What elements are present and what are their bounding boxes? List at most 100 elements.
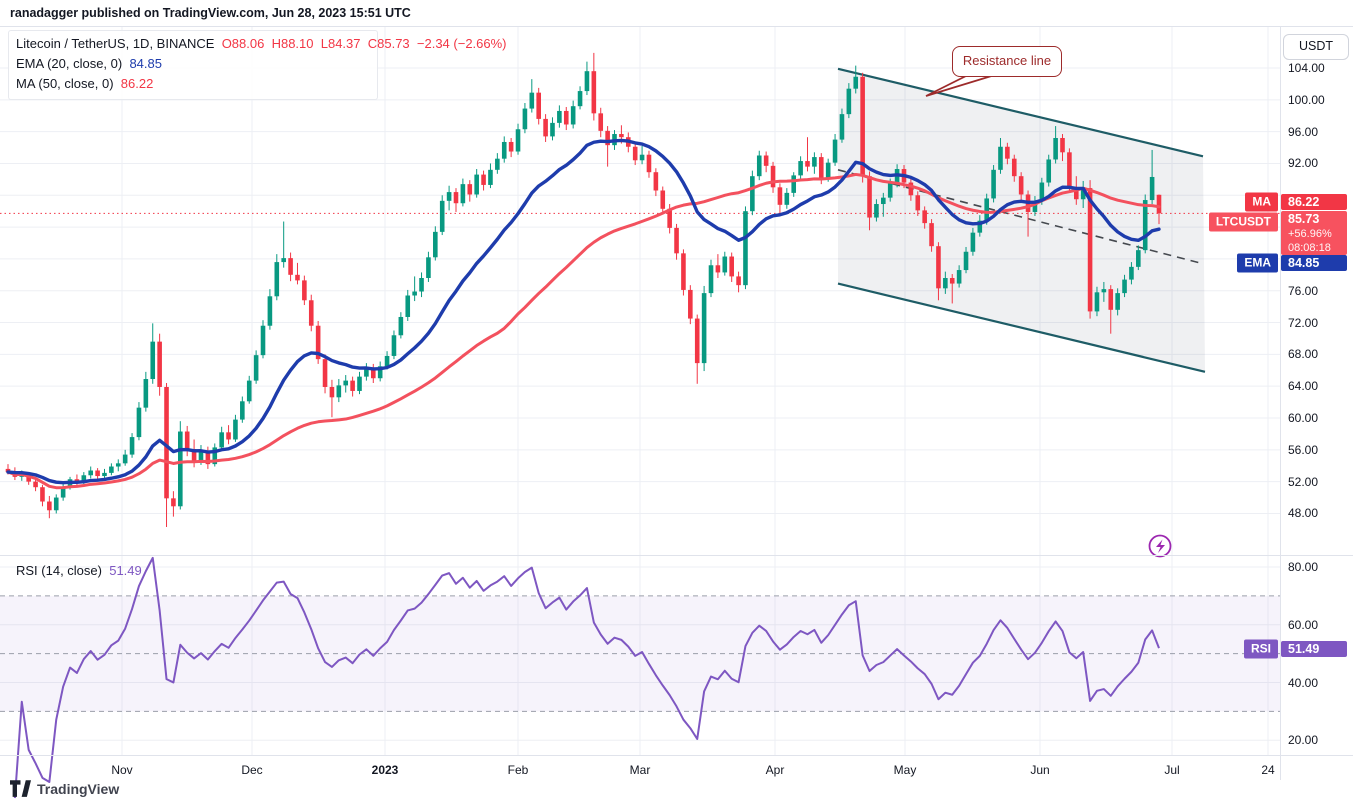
ema-axis-chip: EMA xyxy=(1237,253,1278,273)
candle-up xyxy=(943,277,948,289)
candle-up xyxy=(1094,292,1100,312)
candle-up xyxy=(357,376,362,391)
candle-up xyxy=(970,232,976,252)
candle-up xyxy=(1115,293,1120,310)
candle-down xyxy=(226,432,231,440)
candle-down xyxy=(47,501,52,511)
candle-down xyxy=(777,187,783,205)
candle-down xyxy=(157,341,162,387)
candle-up xyxy=(1129,266,1134,280)
candle-down xyxy=(818,157,824,179)
candle-up xyxy=(246,380,252,402)
candle-down xyxy=(1087,188,1093,312)
candle-up xyxy=(446,192,452,201)
candle-up xyxy=(1136,250,1141,267)
candle-up xyxy=(791,175,797,193)
candle-down xyxy=(660,190,666,209)
tradingview-logo[interactable]: TradingView xyxy=(10,780,119,797)
symbol-legend: Litecoin / TetherUS, 1D, BINANCE O88.06 … xyxy=(16,36,507,51)
candle-up xyxy=(798,161,803,176)
candle-up xyxy=(88,470,94,476)
top-border xyxy=(0,26,1353,27)
candle-down xyxy=(315,325,321,360)
rsi-legend-name: RSI (14, close) xyxy=(16,563,102,578)
candle-down xyxy=(667,208,672,228)
rsi-legend-value: 51.49 xyxy=(109,563,142,578)
candle-up xyxy=(1101,289,1107,293)
candle-up xyxy=(550,122,555,137)
candle-up xyxy=(384,355,390,367)
candle-down xyxy=(605,130,610,146)
time-axis-label: Mar xyxy=(629,763,651,777)
flash-marker[interactable] xyxy=(1148,534,1172,558)
candle-up xyxy=(122,454,128,464)
candle-up xyxy=(812,157,817,167)
rsi-axis-label: 20.00 xyxy=(1288,733,1319,748)
candle-down xyxy=(205,450,211,465)
candle-up xyxy=(53,497,59,511)
candle-up xyxy=(198,450,204,462)
candle-up xyxy=(998,146,1003,170)
price-axis-separator[interactable] xyxy=(1280,26,1281,780)
price-axis-label: 96.00 xyxy=(1288,124,1319,139)
candle-down xyxy=(922,210,927,224)
candle-up xyxy=(81,475,87,483)
symbol-title: Litecoin / TetherUS, 1D, BINANCE xyxy=(16,36,215,51)
tradingview-logo-icon xyxy=(10,780,31,797)
ma-legend-name: MA (50, close, 0) xyxy=(16,76,114,91)
candle-down xyxy=(33,481,38,488)
candle-up xyxy=(832,139,838,163)
candle-up xyxy=(439,200,445,232)
candle-up xyxy=(701,293,707,364)
candle-down xyxy=(302,280,307,301)
ema-price-badge: 84.85 xyxy=(1281,255,1347,271)
candle-up xyxy=(109,466,114,473)
candle-up xyxy=(501,141,507,159)
resistance-callout[interactable]: Resistance line xyxy=(952,46,1062,77)
candle-up xyxy=(750,176,755,212)
candle-down xyxy=(653,172,659,191)
candle-down xyxy=(674,227,679,254)
candle-down xyxy=(1108,289,1114,310)
ema20-line xyxy=(6,138,1161,485)
candle-up xyxy=(529,92,535,109)
candle-up xyxy=(1046,159,1052,183)
candle-up xyxy=(488,169,493,185)
candle-up xyxy=(219,432,224,448)
candle-up xyxy=(433,231,438,258)
currency-toggle-button[interactable]: USDT xyxy=(1283,34,1349,60)
candle-down xyxy=(350,380,355,391)
candle-down xyxy=(171,498,176,507)
candle-up xyxy=(722,256,728,273)
candle-up xyxy=(364,367,369,377)
candle-down xyxy=(508,141,514,152)
ohlc-open: O88.06 xyxy=(221,36,265,51)
channel-dashed-trendline[interactable] xyxy=(837,169,1204,265)
time-axis-label: Nov xyxy=(111,763,133,777)
time-axis-separator[interactable] xyxy=(0,755,1353,756)
candle-down xyxy=(805,161,810,167)
price-axis-label: 64.00 xyxy=(1288,379,1319,394)
candle-down xyxy=(729,256,734,277)
candle-up xyxy=(839,114,845,140)
candle-up xyxy=(977,220,983,233)
candle-down xyxy=(322,359,328,387)
candle-up xyxy=(874,204,879,218)
candle-down xyxy=(536,92,542,119)
candle-up xyxy=(708,265,714,294)
rsi-axis-label: 40.00 xyxy=(1288,675,1319,690)
candle-down xyxy=(591,71,597,114)
pane-separator xyxy=(0,555,1353,556)
candle-up xyxy=(1142,200,1148,251)
candle-up xyxy=(984,198,989,221)
symbol-axis-chip: LTCUSDT xyxy=(1208,212,1278,232)
candle-down xyxy=(329,386,335,398)
ma-legend: MA (50, close, 0) 86.22 xyxy=(16,76,153,91)
time-axis-label: Feb xyxy=(507,763,529,777)
channel-bottom-line xyxy=(837,282,1206,373)
attribution-text: ranadagger published on TradingView.com,… xyxy=(10,6,411,20)
candle-down xyxy=(619,134,624,138)
candle-down xyxy=(598,113,604,131)
candle-up xyxy=(260,325,266,356)
